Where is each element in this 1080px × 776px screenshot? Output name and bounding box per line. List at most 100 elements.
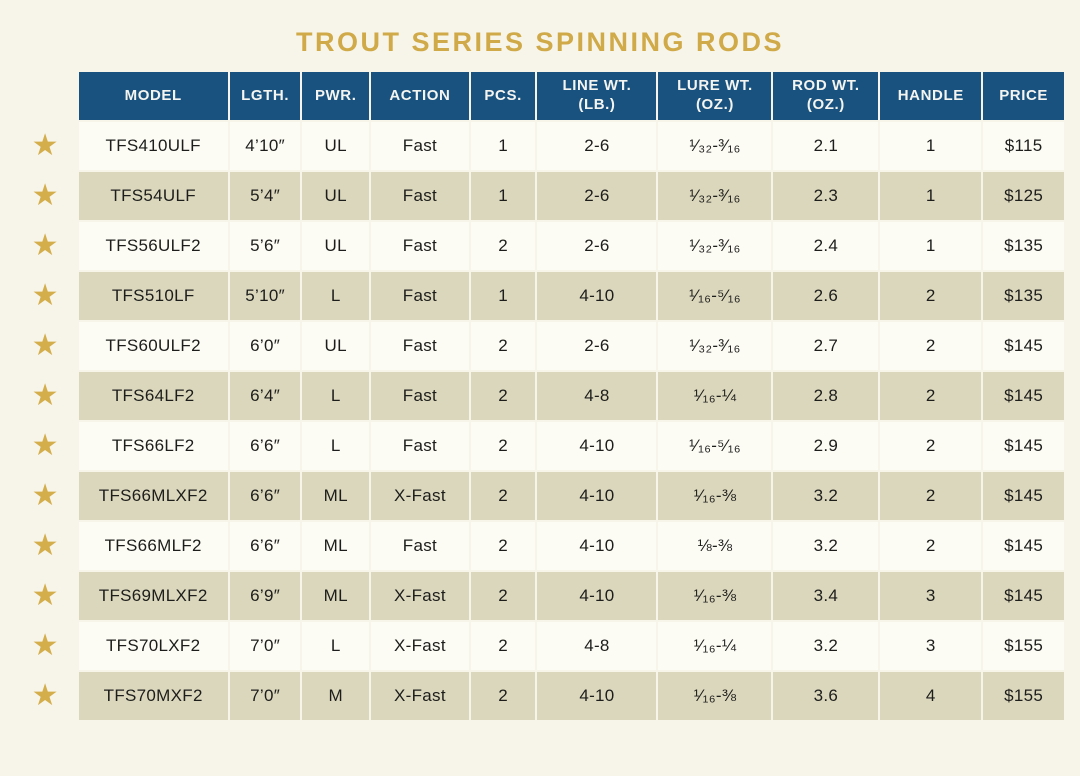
cell-action: Fast <box>371 322 469 370</box>
cell-model: TFS60ULF2 <box>78 322 228 370</box>
cell-handle: 2 <box>880 322 982 370</box>
cell-pwr: ML <box>302 472 370 520</box>
cell-model: TFS70MXF2 <box>78 672 228 720</box>
cell-price: $135 <box>983 222 1064 270</box>
cell-lure-wt: ¹⁄₁₆-⅜ <box>658 572 772 620</box>
cell-rod-wt: 3.2 <box>773 472 879 520</box>
cell-handle: 4 <box>880 672 982 720</box>
column-header-power: PWR. <box>302 72 370 120</box>
cell-handle: 3 <box>880 572 982 620</box>
cell-handle: 2 <box>880 522 982 570</box>
column-header-handle: HANDLE <box>880 72 982 120</box>
star-column-header <box>14 72 77 120</box>
favorite-star-icon: ★ <box>31 579 59 612</box>
row-star-cell: ★ <box>14 122 77 170</box>
cell-action: Fast <box>371 372 469 420</box>
cell-pcs: 2 <box>470 322 536 370</box>
cell-pcs: 2 <box>470 572 536 620</box>
cell-lure-wt: ¹⁄₃₂-³⁄₁₆ <box>658 222 772 270</box>
cell-action: Fast <box>371 172 469 220</box>
row-star-cell: ★ <box>14 422 77 470</box>
cell-pwr: ML <box>302 572 370 620</box>
table-row: ★ TFS64LF2 6’4″ L Fast 2 4-8 ¹⁄₁₆-¼ 2.8 2 $145 <box>14 372 1064 420</box>
cell-pwr: UL <box>302 172 370 220</box>
cell-price: $115 <box>983 122 1064 170</box>
cell-pcs: 2 <box>470 622 536 670</box>
cell-handle: 2 <box>880 472 982 520</box>
cell-pwr: L <box>302 422 370 470</box>
cell-lgth: 6’6″ <box>229 422 301 470</box>
cell-action: X-Fast <box>371 672 469 720</box>
favorite-star-icon: ★ <box>31 129 59 162</box>
favorite-star-icon: ★ <box>31 679 59 712</box>
cell-line-wt: 2-6 <box>537 172 657 220</box>
cell-pcs: 1 <box>470 122 536 170</box>
cell-lgth: 5’4″ <box>229 172 301 220</box>
cell-pcs: 1 <box>470 272 536 320</box>
column-header-lure-wt: LURE WT. (OZ.) <box>658 72 772 120</box>
cell-handle: 2 <box>880 422 982 470</box>
cell-model: TFS54ULF <box>78 172 228 220</box>
cell-pwr: L <box>302 622 370 670</box>
cell-price: $125 <box>983 172 1064 220</box>
column-header-line-wt: LINE WT. (LB.) <box>537 72 657 120</box>
cell-rod-wt: 3.6 <box>773 672 879 720</box>
favorite-star-icon: ★ <box>31 479 59 512</box>
cell-lure-wt: ¹⁄₃₂-³⁄₁₆ <box>658 122 772 170</box>
cell-price: $145 <box>983 472 1064 520</box>
cell-rod-wt: 2.6 <box>773 272 879 320</box>
header-row: MODEL LGTH. PWR. ACTION PCS. LINE WT. (L… <box>14 72 1064 120</box>
page-title: TROUT SERIES SPINNING RODS <box>295 27 785 57</box>
cell-rod-wt: 2.3 <box>773 172 879 220</box>
cell-lgth: 6’0″ <box>229 322 301 370</box>
cell-lgth: 7’0″ <box>229 622 301 670</box>
cell-model: TFS66LF2 <box>78 422 228 470</box>
cell-line-wt: 4-10 <box>537 572 657 620</box>
cell-line-wt: 4-10 <box>537 472 657 520</box>
favorite-star-icon: ★ <box>31 229 59 262</box>
row-star-cell: ★ <box>14 222 77 270</box>
favorite-star-icon: ★ <box>31 379 59 412</box>
cell-rod-wt: 2.1 <box>773 122 879 170</box>
cell-model: TFS66MLF2 <box>78 522 228 570</box>
cell-price: $135 <box>983 272 1064 320</box>
cell-action: Fast <box>371 522 469 570</box>
cell-line-wt: 2-6 <box>537 322 657 370</box>
cell-pwr: L <box>302 372 370 420</box>
column-header-rod-wt: ROD WT. (OZ.) <box>773 72 879 120</box>
cell-pwr: ML <box>302 522 370 570</box>
cell-lure-wt: ¹⁄₃₂-³⁄₁₆ <box>658 322 772 370</box>
column-header-model: MODEL <box>78 72 228 120</box>
row-star-cell: ★ <box>14 522 77 570</box>
favorite-star-icon: ★ <box>31 529 59 562</box>
table-row: ★ TFS56ULF2 5’6″ UL Fast 2 2-6 ¹⁄₃₂-³⁄₁₆ 2.4 1 $13… <box>14 222 1064 270</box>
cell-pcs: 2 <box>470 372 536 420</box>
cell-line-wt: 4-10 <box>537 522 657 570</box>
cell-pcs: 2 <box>470 472 536 520</box>
cell-line-wt: 4-8 <box>537 372 657 420</box>
column-header-length: LGTH. <box>229 72 301 120</box>
cell-line-wt: 2-6 <box>537 222 657 270</box>
cell-price: $145 <box>983 322 1064 370</box>
cell-model: TFS56ULF2 <box>78 222 228 270</box>
cell-price: $145 <box>983 422 1064 470</box>
table-body: ★ TFS410ULF 4’10″ UL Fast 1 2-6 ¹⁄₃₂-³⁄₁₆ 2.1 1 $1… <box>14 122 1064 720</box>
cell-lgth: 6’6″ <box>229 522 301 570</box>
cell-price: $155 <box>983 672 1064 720</box>
cell-model: TFS510LF <box>78 272 228 320</box>
cell-price: $145 <box>983 572 1064 620</box>
cell-lgth: 4’10″ <box>229 122 301 170</box>
cell-lgth: 7’0″ <box>229 672 301 720</box>
column-header-action: ACTION <box>371 72 469 120</box>
cell-line-wt: 4-10 <box>537 672 657 720</box>
cell-pwr: M <box>302 672 370 720</box>
cell-rod-wt: 3.2 <box>773 522 879 570</box>
cell-lgth: 6’6″ <box>229 472 301 520</box>
cell-pwr: UL <box>302 222 370 270</box>
cell-line-wt: 4-8 <box>537 622 657 670</box>
cell-model: TFS69MLXF2 <box>78 572 228 620</box>
row-star-cell: ★ <box>14 672 77 720</box>
cell-line-wt: 4-10 <box>537 422 657 470</box>
cell-pcs: 2 <box>470 422 536 470</box>
cell-lgth: 5’10″ <box>229 272 301 320</box>
